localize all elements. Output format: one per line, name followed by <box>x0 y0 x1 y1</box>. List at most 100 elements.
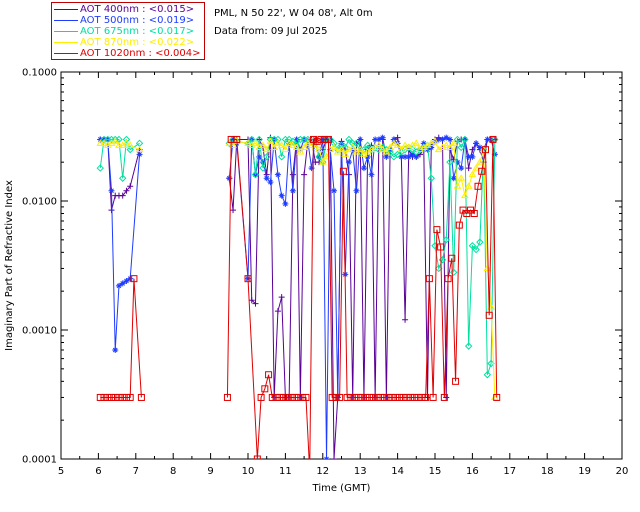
data-point <box>405 153 412 160</box>
data-point <box>274 171 281 178</box>
data-point <box>403 393 411 401</box>
legend-item-675nm: AOT 675nm : <0.017> <box>52 26 204 37</box>
data-point <box>448 254 456 262</box>
data-point <box>377 393 385 401</box>
data-point <box>453 135 462 144</box>
data-point <box>469 153 476 160</box>
data-point <box>266 137 275 144</box>
data-point <box>422 393 430 401</box>
data-point <box>331 456 338 459</box>
data-point <box>414 393 422 401</box>
x-axis-title: Time (GMT) <box>312 483 371 494</box>
y-axis-title: Imaginary Part of Refractive Index <box>4 180 15 351</box>
data-point <box>261 385 269 393</box>
data-point <box>268 393 276 401</box>
data-point <box>362 393 370 401</box>
data-point <box>378 143 387 152</box>
data-point <box>443 134 450 141</box>
data-point <box>454 159 461 166</box>
data-point <box>281 145 290 153</box>
data-point <box>321 135 329 143</box>
data-point <box>303 139 312 146</box>
data-point <box>366 393 374 401</box>
data-point <box>382 147 391 155</box>
data-point <box>274 135 282 144</box>
data-point <box>136 151 143 158</box>
x-tick-label: 17 <box>503 466 516 477</box>
x-tick-label: 13 <box>354 466 367 477</box>
data-point <box>397 145 406 153</box>
data-point <box>452 377 460 385</box>
data-point <box>302 393 310 401</box>
legend-swatch-icon <box>54 20 78 21</box>
data-point <box>96 164 104 172</box>
data-point <box>317 135 325 143</box>
data-point <box>455 221 463 229</box>
data-point <box>255 135 263 144</box>
data-point <box>472 164 481 171</box>
data-point <box>274 308 281 315</box>
data-point <box>127 183 134 190</box>
data-point <box>449 268 458 277</box>
legend-swatch-icon <box>54 9 78 10</box>
legend: AOT 400nm : <0.015> AOT 500nm : <0.019> … <box>51 2 205 60</box>
data-point <box>252 300 259 307</box>
data-point <box>446 143 454 150</box>
data-point <box>309 135 317 143</box>
data-point <box>386 143 395 150</box>
legend-label: AOT 500nm : <0.019> <box>80 15 195 26</box>
data-point <box>108 187 115 194</box>
data-point <box>126 145 134 154</box>
x-tick-label: 19 <box>578 466 591 477</box>
data-point <box>230 207 237 214</box>
data-point <box>399 393 407 401</box>
data-point <box>278 192 285 199</box>
data-point <box>420 140 427 147</box>
data-point <box>418 393 426 401</box>
x-tick-label: 10 <box>242 466 255 477</box>
data-point <box>270 143 279 150</box>
data-point <box>483 371 492 379</box>
x-tick-label: 9 <box>207 466 213 477</box>
data-point <box>263 175 270 182</box>
data-point <box>381 393 389 401</box>
data-point <box>289 187 296 194</box>
data-point <box>251 170 260 179</box>
data-point <box>122 139 131 146</box>
data-point <box>285 135 293 144</box>
data-point <box>253 455 261 459</box>
data-point <box>442 236 450 244</box>
data-point <box>304 138 311 145</box>
legend-item-400nm: AOT 400nm : <0.015> <box>52 4 204 15</box>
data-point <box>259 159 266 166</box>
x-tick-label: 7 <box>133 466 139 477</box>
data-point <box>410 393 418 401</box>
data-point <box>319 158 327 166</box>
legend-label: AOT 675nm : <0.017> <box>80 26 195 37</box>
data-point <box>126 141 135 148</box>
data-point <box>126 393 134 401</box>
data-point <box>368 171 375 178</box>
y-tick-label: 0.0010 <box>22 326 57 337</box>
data-point <box>401 141 409 148</box>
y-tick-label: 0.0001 <box>22 455 57 466</box>
data-point <box>353 187 360 194</box>
x-tick-label: 20 <box>616 466 629 477</box>
legend-label: AOT 400nm : <0.015> <box>80 4 195 15</box>
data-point <box>274 139 282 146</box>
data-point <box>343 393 351 401</box>
data-point <box>395 393 403 401</box>
data-point <box>330 143 338 150</box>
data-point <box>483 264 492 271</box>
data-point <box>345 159 352 166</box>
data-point <box>485 311 493 319</box>
data-point <box>453 182 462 189</box>
data-point <box>259 164 267 172</box>
data-point <box>402 316 409 323</box>
data-point <box>392 393 400 401</box>
data-point <box>277 141 286 148</box>
data-point <box>440 393 448 401</box>
data-point <box>470 210 478 218</box>
legend-swatch-icon <box>54 42 78 43</box>
data-point <box>402 153 409 160</box>
